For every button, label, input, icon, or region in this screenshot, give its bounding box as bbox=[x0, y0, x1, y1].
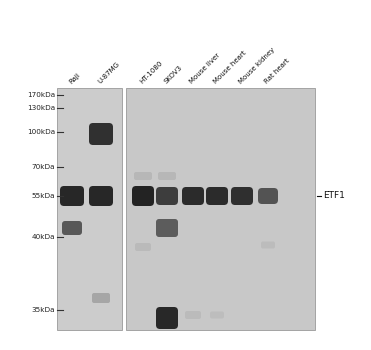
FancyBboxPatch shape bbox=[206, 187, 228, 205]
FancyBboxPatch shape bbox=[132, 186, 154, 206]
Text: Rat heart: Rat heart bbox=[264, 58, 291, 85]
FancyBboxPatch shape bbox=[156, 307, 178, 329]
FancyBboxPatch shape bbox=[92, 293, 110, 303]
FancyBboxPatch shape bbox=[185, 311, 201, 319]
FancyBboxPatch shape bbox=[89, 123, 113, 145]
Text: 70kDa: 70kDa bbox=[32, 164, 55, 170]
FancyBboxPatch shape bbox=[231, 187, 253, 205]
Text: Raji: Raji bbox=[68, 72, 81, 85]
FancyBboxPatch shape bbox=[158, 172, 176, 180]
FancyBboxPatch shape bbox=[135, 243, 151, 251]
FancyBboxPatch shape bbox=[210, 312, 224, 318]
FancyBboxPatch shape bbox=[182, 187, 204, 205]
Text: 40kDa: 40kDa bbox=[32, 234, 55, 240]
Text: Mouse liver: Mouse liver bbox=[189, 52, 221, 85]
Text: Mouse kidney: Mouse kidney bbox=[238, 47, 276, 85]
Text: 170kDa: 170kDa bbox=[27, 92, 55, 98]
Text: Mouse heart: Mouse heart bbox=[213, 50, 248, 85]
Text: 35kDa: 35kDa bbox=[32, 307, 55, 313]
FancyBboxPatch shape bbox=[60, 186, 84, 206]
FancyBboxPatch shape bbox=[156, 187, 178, 205]
Text: ETF1: ETF1 bbox=[323, 191, 345, 201]
Text: 130kDa: 130kDa bbox=[27, 105, 55, 111]
Text: 55kDa: 55kDa bbox=[32, 193, 55, 199]
FancyBboxPatch shape bbox=[134, 172, 152, 180]
FancyBboxPatch shape bbox=[156, 219, 178, 237]
Text: SKOV3: SKOV3 bbox=[163, 64, 183, 85]
Text: 100kDa: 100kDa bbox=[27, 129, 55, 135]
Text: HT-1080: HT-1080 bbox=[139, 60, 164, 85]
FancyBboxPatch shape bbox=[89, 186, 113, 206]
Bar bbox=[57, 88, 122, 330]
FancyBboxPatch shape bbox=[261, 241, 275, 248]
FancyBboxPatch shape bbox=[258, 188, 278, 204]
Bar bbox=[126, 88, 315, 330]
FancyBboxPatch shape bbox=[62, 221, 82, 235]
Text: U-87MG: U-87MG bbox=[97, 61, 121, 85]
